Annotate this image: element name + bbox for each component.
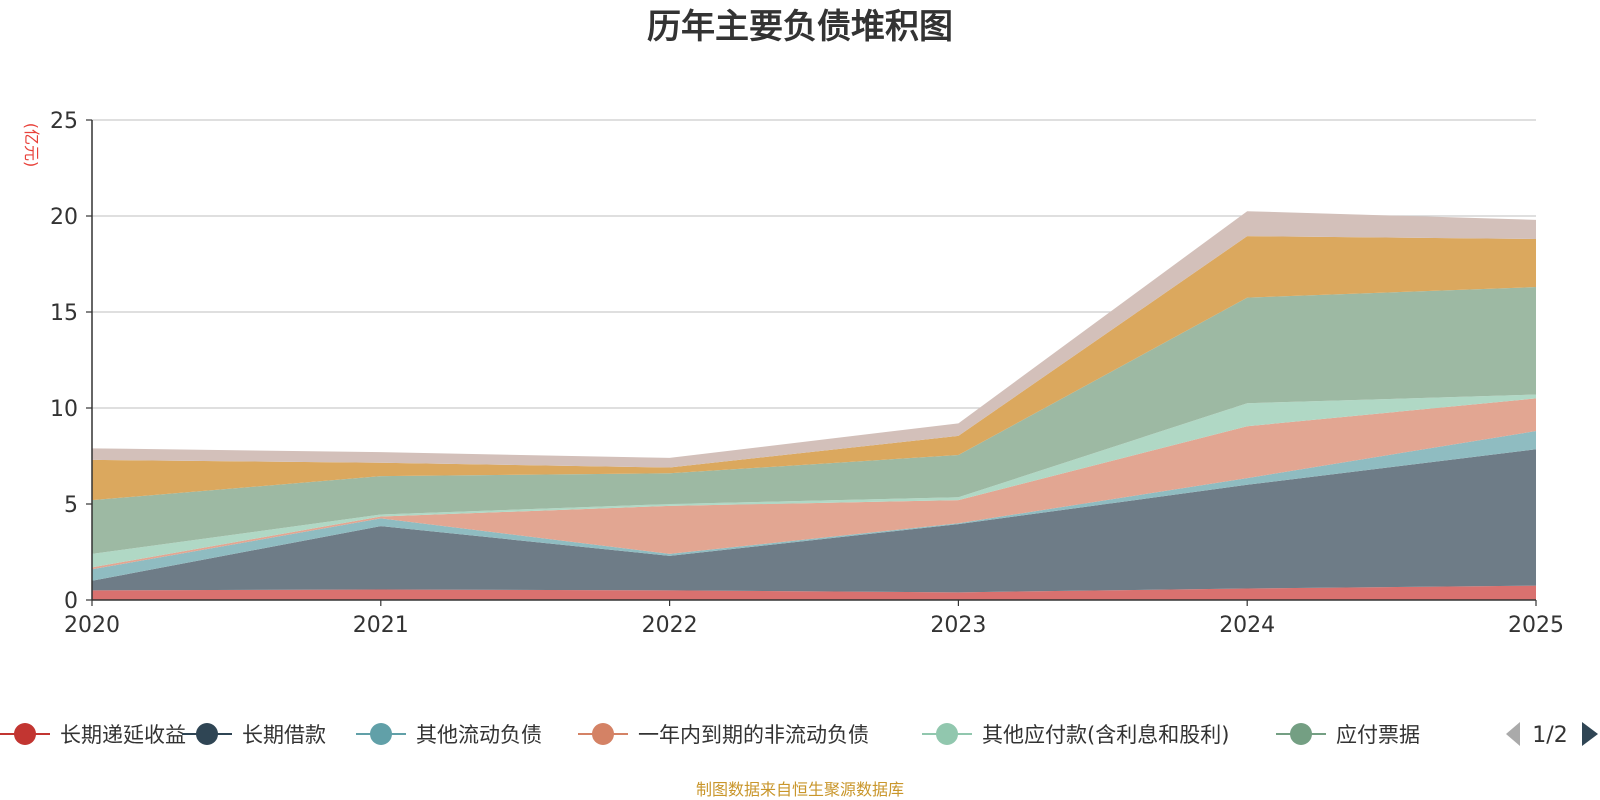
area-series-7 <box>92 211 1536 468</box>
chart-title: 历年主要负债堆积图 <box>647 7 953 47</box>
area-series-0 <box>92 585 1536 600</box>
next-page-icon[interactable] <box>1582 722 1598 746</box>
legend-item-3[interactable]: 一年内到期的非流动负债 <box>578 723 869 747</box>
area-series-5 <box>92 287 1536 554</box>
x-tick-label-2024: 2024 <box>1219 613 1275 638</box>
x-tick-label-2023: 2023 <box>930 613 986 638</box>
y-axis-unit: (亿元) <box>22 123 41 168</box>
area-series-4 <box>92 394 1536 568</box>
legend-label-0: 长期递延收益 <box>60 723 186 747</box>
y-tick-label-0: 0 <box>64 589 78 614</box>
y-tick-label-5: 5 <box>64 493 78 518</box>
legend-label-4: 其他应付款(含利息和股利) <box>982 723 1229 747</box>
legend-marker-5 <box>1290 723 1312 745</box>
data-source-note: 制图数据来自恒生聚源数据库 <box>696 780 904 799</box>
area-series-1 <box>92 449 1536 593</box>
legend: 长期递延收益 长期借款 其他流动负债 一年内到期的非流动负债 其他应付款(含利息和股利)… <box>0 723 1420 747</box>
legend-page-indicator: 1/2 <box>1532 723 1567 748</box>
axes <box>91 120 1536 601</box>
legend-label-2: 其他流动负债 <box>416 723 542 747</box>
x-tick-label-2020: 2020 <box>64 613 120 638</box>
y-tick-labels: 0 5 10 15 20 25 <box>50 109 78 614</box>
legend-label-5: 应付票据 <box>1336 723 1420 747</box>
legend-marker-0 <box>14 723 36 745</box>
y-tick-label-10: 10 <box>50 397 78 422</box>
x-tick-label-2025: 2025 <box>1508 613 1564 638</box>
legend-label-3: 一年内到期的非流动负债 <box>638 723 869 747</box>
legend-marker-1 <box>196 723 218 745</box>
area-series-3 <box>92 398 1536 570</box>
area-series-6 <box>92 236 1536 501</box>
legend-item-0[interactable]: 长期递延收益 <box>0 723 186 747</box>
y-tick-label-25: 25 <box>50 109 78 134</box>
x-tick-label-2021: 2021 <box>353 613 409 638</box>
legend-item-5[interactable]: 应付票据 <box>1276 723 1420 747</box>
x-tick-label-2022: 2022 <box>642 613 698 638</box>
legend-marker-4 <box>936 723 958 745</box>
y-tick-label-15: 15 <box>50 301 78 326</box>
area-series <box>92 211 1536 600</box>
legend-item-4[interactable]: 其他应付款(含利息和股利) <box>922 723 1229 747</box>
legend-pager: 1/2 <box>1506 722 1598 748</box>
legend-marker-3 <box>592 723 614 745</box>
legend-items: 长期递延收益 长期借款 其他流动负债 一年内到期的非流动负债 其他应付款(含利息和股利)… <box>0 723 1420 747</box>
legend-label-1: 长期借款 <box>242 723 326 747</box>
legend-item-1[interactable]: 长期借款 <box>182 723 326 747</box>
y-tick-label-20: 20 <box>50 205 78 230</box>
legend-item-2[interactable]: 其他流动负债 <box>356 723 542 747</box>
prev-page-icon[interactable] <box>1506 722 1520 746</box>
legend-marker-2 <box>370 723 392 745</box>
x-tick-labels: 2020 2021 2022 2023 2024 2025 <box>64 613 1564 638</box>
